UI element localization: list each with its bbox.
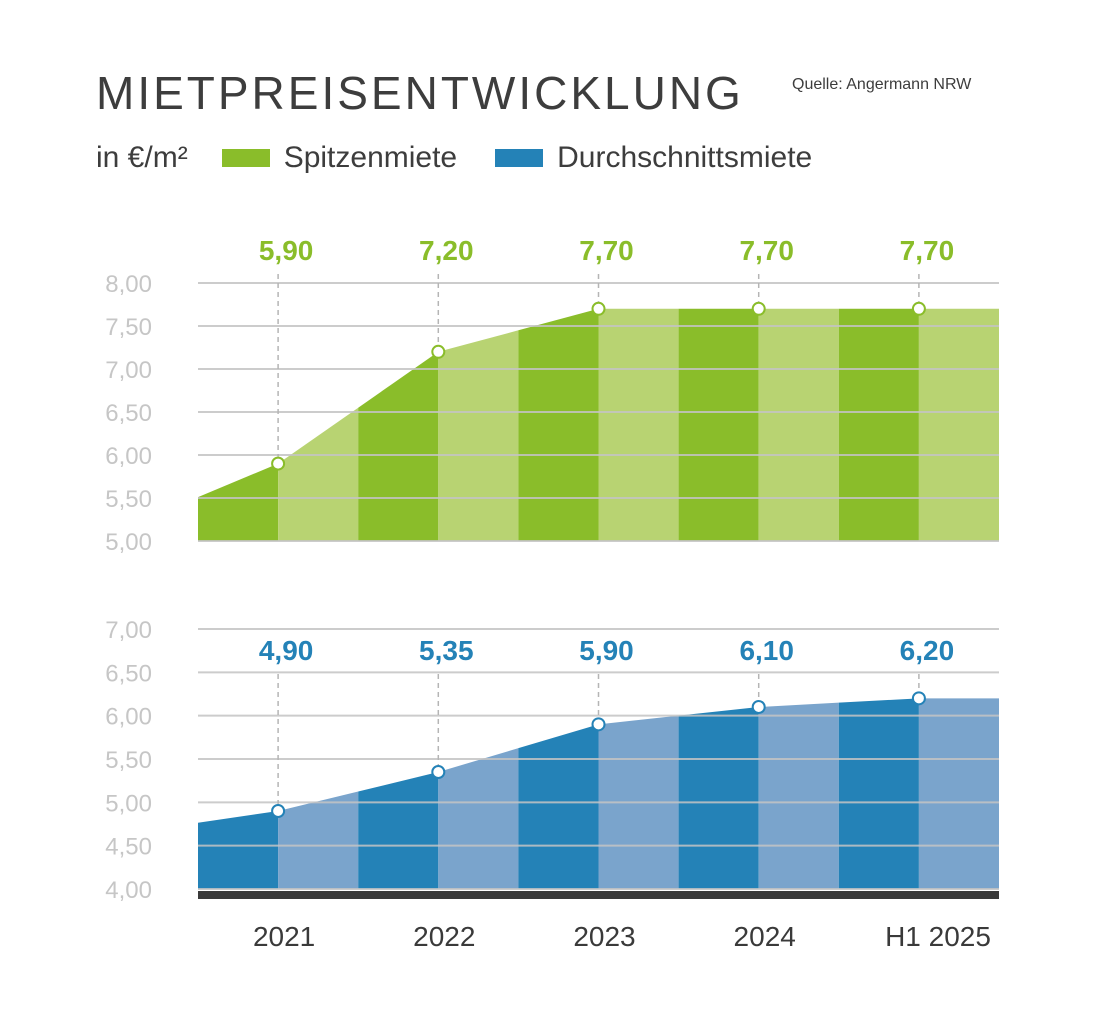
legend: in €/m² Spitzenmiete Durchschnittsmiete	[96, 136, 850, 180]
data-label: 7,20	[419, 235, 474, 266]
area-band-light	[758, 702, 839, 889]
area-band-light	[278, 407, 359, 541]
area-band-dark	[678, 707, 759, 889]
data-point-marker	[591, 717, 606, 732]
data-label: 5,90	[579, 635, 634, 666]
data-point-marker	[911, 301, 926, 316]
data-label: 6,10	[739, 635, 794, 666]
x-tick-label: H1 2025	[885, 921, 991, 952]
data-point-marker	[751, 700, 766, 714]
area-band-dark	[198, 811, 279, 889]
data-label: 5,90	[259, 235, 314, 266]
data-point-marker	[591, 301, 606, 316]
area-band-light	[438, 330, 519, 541]
area-band-light	[758, 308, 839, 541]
data-point-marker	[431, 344, 446, 359]
y-tick-label: 6,50	[105, 660, 152, 687]
data-point-marker	[271, 456, 286, 471]
data-point-marker	[431, 765, 446, 779]
area-band-light	[438, 748, 519, 889]
x-axis-baseline	[198, 891, 999, 899]
legend-swatch-green	[221, 149, 270, 167]
y-tick-label: 4,50	[105, 834, 152, 861]
area-band-dark	[678, 308, 759, 541]
y-tick-label: 5,00	[105, 790, 152, 817]
x-tick-label: 2021	[253, 921, 315, 952]
legend-swatch-blue	[495, 149, 544, 167]
y-tick-label: 5,50	[105, 747, 152, 774]
area-band-dark	[518, 308, 599, 541]
legend-item-durchschnittsmiete: Durchschnittsmiete	[495, 141, 812, 175]
data-label: 7,70	[739, 235, 794, 266]
area-band-light	[918, 308, 999, 541]
data-point-marker	[271, 804, 286, 818]
y-tick-label: 8,00	[105, 271, 152, 298]
x-tick-label: 2022	[413, 921, 475, 952]
area-band-dark	[358, 351, 439, 541]
legend-label-durchschnittsmiete: Durchschnittsmiete	[557, 141, 813, 174]
x-tick-label: 2024	[734, 921, 796, 952]
area-bands-1	[198, 308, 999, 541]
area-band-dark	[838, 698, 919, 889]
x-tick-label: 2023	[573, 921, 635, 952]
data-label: 7,70	[579, 235, 634, 266]
y-tick-label: 5,50	[105, 486, 152, 513]
area-band-dark	[518, 724, 599, 889]
y-tick-label: 5,00	[105, 529, 152, 556]
y-tick-label: 7,00	[105, 357, 152, 384]
y-tick-label: 6,00	[105, 443, 152, 470]
area-band-dark	[198, 463, 279, 541]
area-band-light	[918, 698, 999, 889]
data-point-marker	[751, 301, 766, 316]
legend-item-spitzenmiete: Spitzenmiete	[221, 141, 458, 175]
chart-title: MIETPREISENTWICKLUNG	[96, 67, 744, 119]
area-band-light	[598, 308, 679, 541]
y-tick-label: 4,00	[105, 877, 152, 904]
y-tick-label: 7,50	[105, 314, 152, 341]
legend-label-spitzenmiete: Spitzenmiete	[283, 141, 458, 174]
area-band-dark	[358, 772, 439, 889]
area-band-dark	[838, 308, 919, 541]
source-note: Quelle: Angermann NRW	[792, 76, 972, 93]
data-label: 4,90	[259, 635, 314, 666]
y-tick-label: 7,00	[105, 617, 152, 644]
data-label: 5,35	[419, 635, 474, 666]
data-label: 7,70	[900, 235, 955, 266]
unit-label: in €/m²	[96, 141, 188, 174]
data-label: 6,20	[900, 635, 955, 666]
data-point-marker	[911, 691, 926, 706]
y-tick-label: 6,00	[105, 704, 152, 731]
area-band-light	[278, 791, 359, 889]
y-tick-label: 6,50	[105, 400, 152, 427]
